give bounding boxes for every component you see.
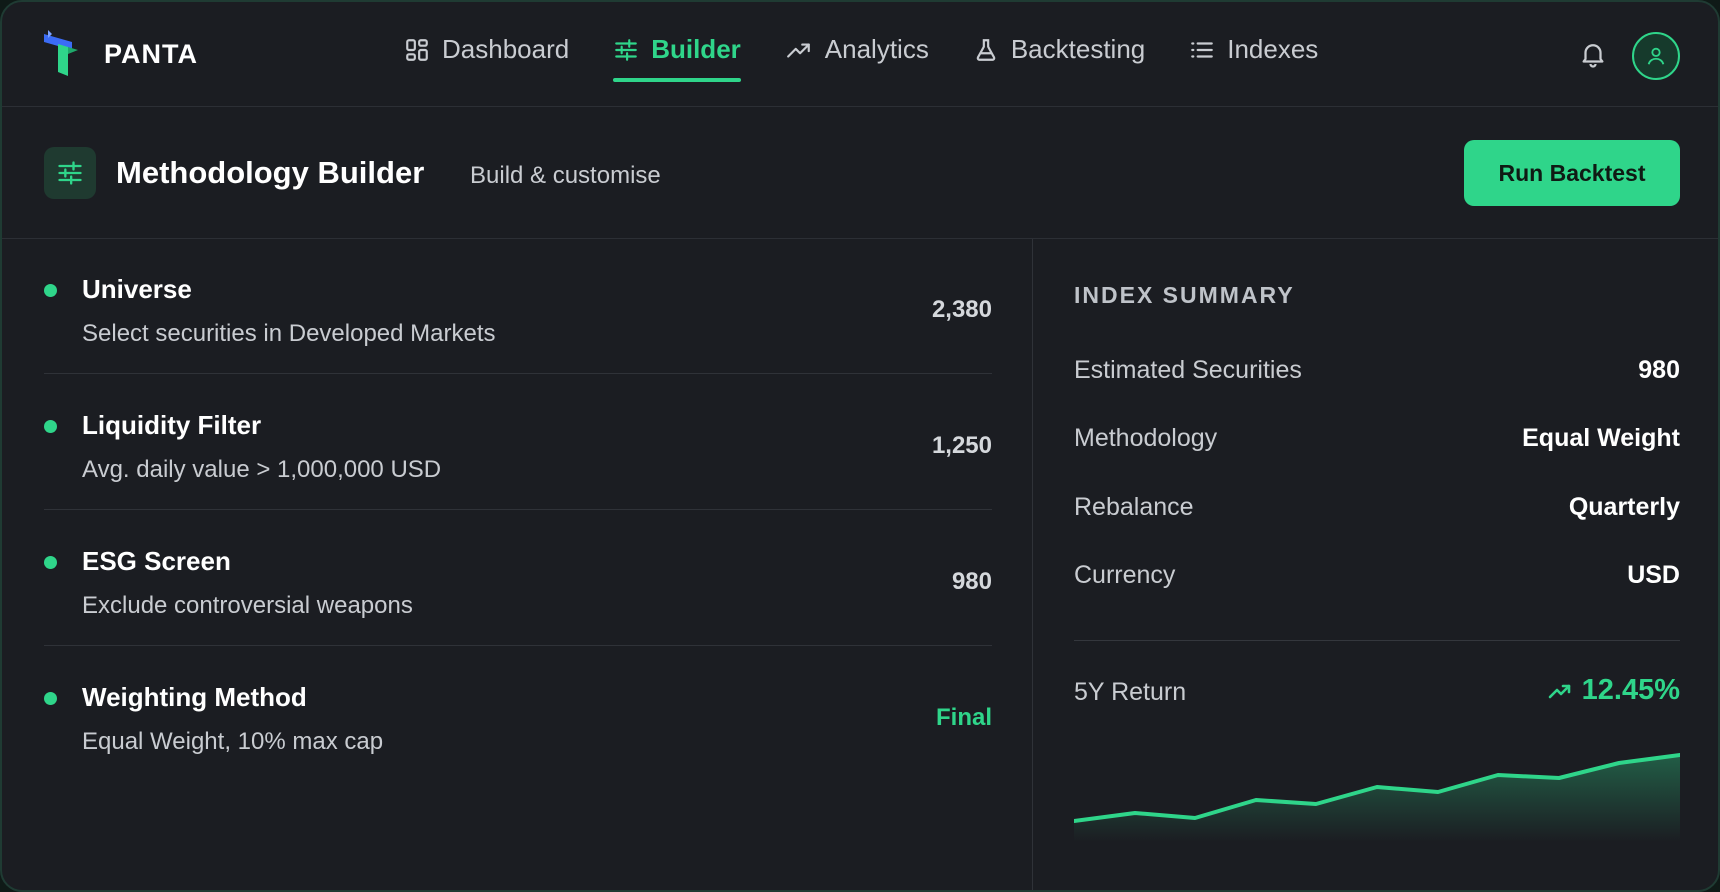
step-count: 1,250 [931,432,992,459]
nav-backtesting-label: Backtesting [1010,34,1146,64]
summary-value: Equal Weight [1522,424,1680,452]
summary-row-securities: Estimated Securities 980 [1074,356,1680,396]
sliders-icon [615,38,638,61]
step-title: ESG Screen [82,546,231,576]
summary-label: Methodology [1074,424,1218,452]
step-liquidity-filter[interactable]: Liquidity Filter Avg. daily value > 1,00… [44,374,992,510]
return-label: 5Y Return [1074,678,1187,706]
status-dot [44,692,57,705]
step-status-final: Final [935,704,992,731]
user-icon [1647,47,1665,65]
panel-divider [1032,239,1033,890]
step-title: Universe [82,274,192,304]
return-row: 5Y Return 12.45% [1074,674,1680,716]
brand-name: PANTA [104,38,198,69]
return-percent: 12.45% [1581,674,1680,706]
step-description: Equal Weight, 10% max cap [82,728,384,755]
builder-badge [44,147,96,199]
avatar[interactable] [1632,32,1680,80]
summary-row-methodology: Methodology Equal Weight [1074,424,1680,464]
sparkline-line [1074,753,1680,823]
step-description: Select securities in Developed Markets [82,320,496,347]
step-count: 980 [951,568,992,595]
summary-value: 980 [1638,356,1680,384]
flask-icon [976,38,996,61]
trend-up-icon [1548,684,1570,698]
step-description: Exclude controversial weapons [82,592,413,619]
status-dot [44,284,57,297]
summary-label: Rebalance [1074,493,1194,521]
grid-icon [406,38,428,61]
trend-up-icon [786,43,810,58]
step-title: Weighting Method [82,682,307,712]
nav-builder-label: Builder [651,34,741,64]
summary-value: USD [1627,561,1680,589]
run-backtest-button[interactable]: Run Backtest [1464,140,1680,206]
panta-logo-icon [44,30,78,76]
nav-indexes[interactable]: Indexes [1189,2,1318,97]
page-header: Methodology Builder Build & customise Ru… [2,107,1718,239]
nav-backtesting[interactable]: Backtesting [973,2,1145,97]
sliders-icon [58,161,82,185]
status-dot [44,556,57,569]
brand[interactable]: PANTA [42,30,198,78]
summary-divider [1074,640,1680,641]
summary-row-rebalance: Rebalance Quarterly [1074,493,1680,533]
page-title: Methodology Builder [116,155,425,190]
main-nav: Dashboard Builder Analytics [404,2,1362,107]
bell-icon[interactable] [1578,38,1608,70]
nav-indexes-label: Indexes [1227,34,1319,64]
nav-analytics[interactable]: Analytics [785,2,929,97]
status-dot [44,420,57,433]
return-value: 12.45% [1546,674,1680,707]
list-icon [1191,41,1214,58]
summary-heading: INDEX SUMMARY [1074,282,1295,308]
top-nav: PANTA Dashboard Builder [2,2,1718,107]
summary-label: Estimated Securities [1074,356,1302,384]
nav-analytics-label: Analytics [824,34,929,64]
summary-label: Currency [1074,561,1176,589]
page-subtitle: Build & customise [470,162,661,189]
methodology-steps: Universe Select securities in Developed … [44,238,992,782]
step-title: Liquidity Filter [82,410,262,440]
step-universe[interactable]: Universe Select securities in Developed … [44,238,992,374]
nav-builder[interactable]: Builder [613,2,741,97]
nav-dashboard-label: Dashboard [442,34,570,64]
nav-dashboard[interactable]: Dashboard [404,2,569,97]
sparkline-area [1074,755,1680,842]
step-weighting-method[interactable]: Weighting Method Equal Weight, 10% max c… [44,646,992,782]
step-description: Avg. daily value > 1,000,000 USD [82,456,442,483]
summary-value: Quarterly [1568,493,1680,521]
step-esg-screen[interactable]: ESG Screen Exclude controversial weapons… [44,510,992,646]
step-count: 2,380 [931,296,992,323]
return-sparkline [1074,753,1680,842]
summary-row-currency: Currency USD [1074,561,1680,601]
